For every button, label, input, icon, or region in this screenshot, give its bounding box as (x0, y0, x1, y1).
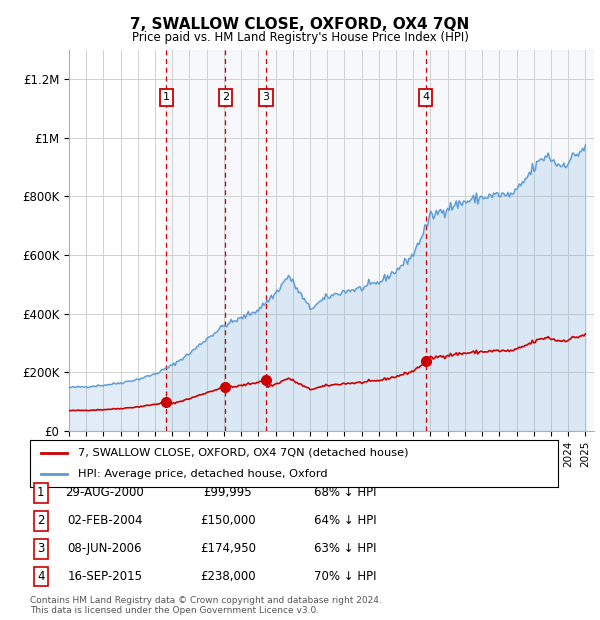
Text: 3: 3 (262, 92, 269, 102)
Text: 7, SWALLOW CLOSE, OXFORD, OX4 7QN: 7, SWALLOW CLOSE, OXFORD, OX4 7QN (130, 17, 470, 32)
Text: 02-FEB-2004: 02-FEB-2004 (67, 515, 143, 527)
Text: 2: 2 (37, 515, 44, 527)
Text: 3: 3 (37, 542, 44, 555)
Text: 7, SWALLOW CLOSE, OXFORD, OX4 7QN (detached house): 7, SWALLOW CLOSE, OXFORD, OX4 7QN (detac… (77, 448, 408, 458)
Text: 1: 1 (37, 487, 44, 499)
Bar (166, 50, 594, 431)
Text: £150,000: £150,000 (200, 515, 256, 527)
Text: Price paid vs. HM Land Registry's House Price Index (HPI): Price paid vs. HM Land Registry's House … (131, 31, 469, 44)
Text: £174,950: £174,950 (200, 542, 256, 555)
Text: Contains HM Land Registry data © Crown copyright and database right 2024.
This d: Contains HM Land Registry data © Crown c… (30, 596, 382, 615)
Text: 16-SEP-2015: 16-SEP-2015 (67, 570, 143, 583)
Text: 4: 4 (37, 570, 44, 583)
Text: 08-JUN-2006: 08-JUN-2006 (68, 542, 142, 555)
Text: HPI: Average price, detached house, Oxford: HPI: Average price, detached house, Oxfo… (77, 469, 327, 479)
Text: £99,995: £99,995 (203, 487, 253, 499)
Text: 1: 1 (163, 92, 170, 102)
Text: 4: 4 (422, 92, 429, 102)
Text: 63% ↓ HPI: 63% ↓ HPI (314, 542, 376, 555)
Text: 64% ↓ HPI: 64% ↓ HPI (314, 515, 376, 527)
Text: 29-AUG-2000: 29-AUG-2000 (65, 487, 145, 499)
Text: 70% ↓ HPI: 70% ↓ HPI (314, 570, 376, 583)
Text: 2: 2 (222, 92, 229, 102)
Text: £238,000: £238,000 (200, 570, 256, 583)
Text: 68% ↓ HPI: 68% ↓ HPI (314, 487, 376, 499)
